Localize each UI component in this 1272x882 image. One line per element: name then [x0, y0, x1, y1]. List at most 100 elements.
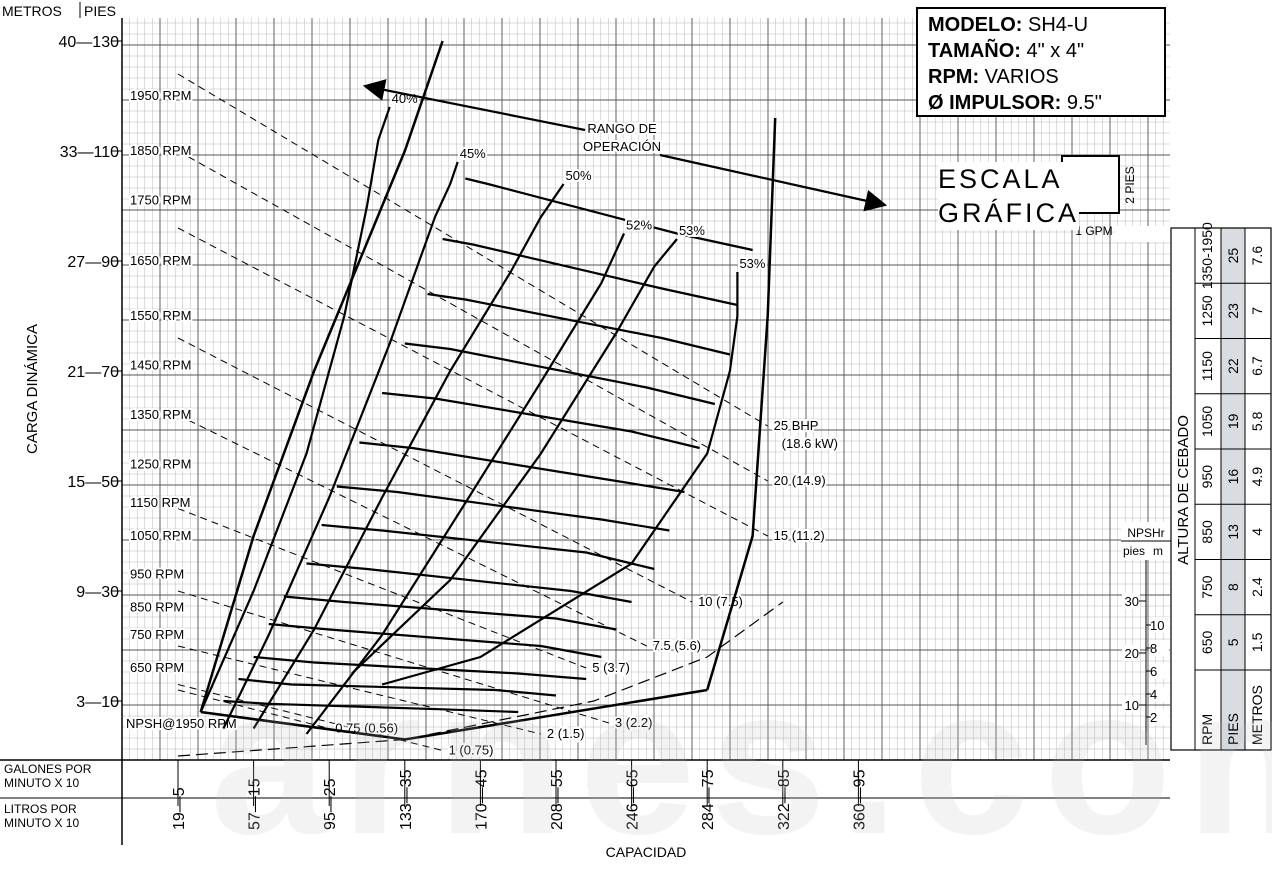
bhp-label: 3 (2.2) — [615, 715, 653, 730]
rpm-label: 1050 RPM — [130, 528, 191, 543]
range-bottom-boundary — [200, 688, 708, 741]
x-tick-label: 322—85 — [776, 769, 793, 830]
npshr-tick-bg — [1149, 686, 1169, 702]
table-cell: 650 — [1199, 630, 1215, 654]
npshr-tick-bg — [1149, 640, 1169, 656]
scale-vertical-label: 2 PIES — [1123, 166, 1137, 203]
graphic-scale-title: ESCALA GRÁFICA — [938, 162, 1080, 230]
table-cell: 22 — [1225, 358, 1241, 374]
rpm-label: 1250 RPM — [130, 457, 191, 472]
rpm-label: 750 RPM — [130, 627, 184, 642]
rpm-curve — [427, 292, 731, 356]
rpm-curve — [465, 177, 753, 252]
rpm-curve — [253, 655, 587, 681]
priming-table-title: ALTURA DE CEBADO — [1175, 415, 1192, 565]
range-right-boundary — [706, 117, 777, 691]
table-cell: 5 — [1225, 638, 1241, 646]
rpm-curve — [442, 237, 738, 307]
size-value: 4" x 4" — [1026, 40, 1085, 62]
npsh-label: NPSH@1950 RPM — [126, 716, 237, 731]
table-title-bg — [1171, 228, 1195, 750]
rpm-label: 650 RPM — [130, 660, 184, 675]
x-tick-label: 284—75 — [700, 769, 717, 830]
y-tick-label: 40—130 — [59, 34, 120, 51]
efficiency-curve — [381, 272, 739, 686]
table-header: PIES — [1225, 713, 1241, 745]
y-tick-label: 15—50 — [67, 474, 119, 491]
bhp-label: 7.5 (5.6) — [653, 638, 701, 653]
npshr-tick-bg — [1149, 663, 1169, 679]
y-tick-label: 3—10 — [76, 694, 119, 711]
bhp-label-kw: (18.6 kW) — [782, 436, 838, 451]
rpm-curves: 1950 RPM 1850 RPM 1750 RPM 1650 RPM 1550 RPM… — [128, 86, 753, 714]
rpm-label: 1850 RPM — [130, 143, 191, 158]
rpm-label: 1750 RPM — [130, 193, 191, 208]
x-tick-label: 57—15 — [247, 778, 264, 830]
rpm-label: 1650 RPM — [130, 253, 191, 268]
range-left-boundary — [199, 40, 444, 713]
x-tick-label: 95—25 — [322, 778, 339, 830]
rpm-label: 1450 RPM — [130, 358, 191, 373]
bhp-line — [177, 414, 647, 647]
efficiency-curve — [305, 233, 626, 735]
x-tick-label: 133—35 — [398, 769, 415, 830]
range-label-2: OPERACIÓN — [583, 139, 661, 154]
rpm-label: 1150 RPM — [130, 495, 190, 510]
bhp-label: 10 (7.5) — [698, 594, 743, 609]
rpm-label: 1950 RPM — [130, 88, 191, 103]
npshr-m-tick: 10 — [1150, 618, 1164, 633]
table-cell: 1350-1950 — [1199, 222, 1215, 289]
rpm-curve — [336, 485, 670, 532]
table-shade-col — [1221, 228, 1245, 750]
bhp-label: 2 (1.5) — [547, 726, 585, 741]
bhp-line — [177, 645, 542, 735]
table-header: RPM — [1199, 714, 1215, 745]
scale-title-2: GRÁFICA — [938, 198, 1080, 228]
efficiency-label: 53% — [739, 256, 765, 271]
x-tick-label: 170—45 — [473, 769, 490, 830]
range-arrow-right — [659, 153, 888, 212]
efficiency-label: 52% — [626, 218, 652, 233]
npsh-curve: NPSH@1950 RPM — [124, 601, 784, 757]
npshr-tick-bg — [1149, 617, 1169, 633]
table-cell: 1.5 — [1249, 632, 1265, 652]
model-row: MODELO: SH4-U — [928, 12, 1154, 38]
x-tick-label: 208—55 — [549, 769, 566, 830]
bhp-label: 20 (14.9) — [774, 473, 826, 488]
bhp-line — [177, 508, 587, 669]
npshr-tick-bg — [1149, 709, 1169, 725]
range-arrow-left — [362, 79, 586, 132]
x-axis-title: CAPACIDAD — [606, 844, 687, 860]
y-tick-label: 33—110 — [60, 144, 119, 161]
y-axis-title: CARGA DINÁMICA — [24, 324, 41, 454]
npshr-feet-tick: 20 — [1125, 646, 1139, 661]
table-cell: 1150 — [1199, 351, 1215, 381]
npshr-feet-tick: 30 — [1125, 594, 1139, 609]
impeller-row: Ø IMPULSOR: 9.5" — [928, 90, 1154, 116]
rpm-curve — [268, 622, 602, 659]
rpm-label: 1350 RPM — [130, 407, 191, 422]
table-cell: 850 — [1199, 520, 1215, 544]
npshr-title: NPSHr — [1127, 526, 1164, 540]
priming-table: ALTURA DE CEBADO 1350-1950 25 7.6 1250 23 7 115… — [1170, 222, 1272, 751]
rpm-label: RPM: — [928, 66, 980, 88]
table-cell: 1050 — [1199, 406, 1215, 437]
npshr-tick-bg — [1122, 645, 1140, 661]
efficiency-curve — [199, 106, 391, 713]
efficiency-curve — [351, 238, 678, 675]
y-unit-pies: PIES — [84, 3, 116, 19]
npshr-m-tick: 2 — [1150, 710, 1157, 725]
npshr-m-tick: 6 — [1150, 664, 1157, 679]
npshr-m-tick: 8 — [1150, 641, 1157, 656]
model-value: SH4-U — [1028, 14, 1089, 36]
npshr-m-label: m — [1153, 544, 1163, 558]
npshr-m-tick: 4 — [1150, 687, 1157, 702]
x-row-label-gpm-2: MINUTO X 10 — [4, 776, 79, 790]
table-cell: 7 — [1249, 307, 1265, 315]
rpm-curve — [283, 595, 617, 631]
bhp-line — [177, 337, 693, 603]
y-tick-label: 9—30 — [76, 584, 119, 601]
npshr-feet-tick: 10 — [1125, 698, 1139, 713]
rpm-curve — [306, 562, 632, 604]
bhp-line — [177, 684, 443, 751]
